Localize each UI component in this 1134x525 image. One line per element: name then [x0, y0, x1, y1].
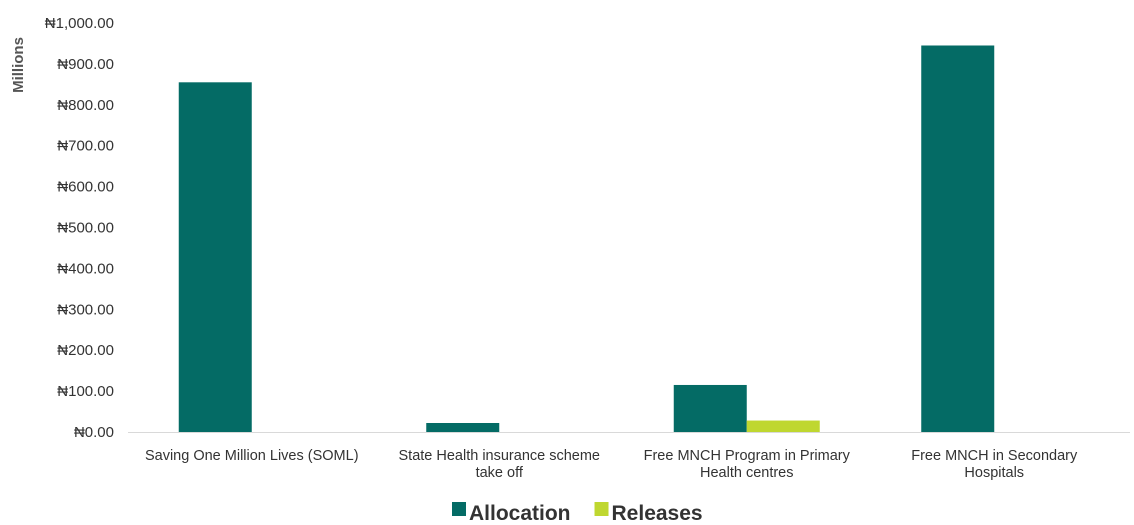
- bar-allocation: [673, 384, 747, 432]
- bar-releases: [746, 420, 820, 432]
- bar-allocation: [178, 82, 252, 433]
- y-tick-label: ₦200.00: [57, 342, 114, 359]
- x-category-label: Free MNCH in Secondary: [911, 448, 1078, 464]
- y-tick-label: ₦500.00: [57, 220, 114, 237]
- y-tick-label: ₦300.00: [57, 301, 114, 318]
- legend-label-allocation: Allocation: [469, 502, 571, 525]
- legend-swatch-releases: [594, 502, 609, 516]
- y-axis-title: Millions: [10, 37, 27, 93]
- y-tick-label: ₦900.00: [57, 56, 114, 73]
- y-tick-label: ₦0.00: [74, 424, 114, 441]
- bars: [178, 45, 995, 433]
- x-category-label: State Health insurance scheme: [399, 448, 601, 464]
- y-tick-label: ₦1,000.00: [45, 15, 114, 32]
- x-category-label: take off: [476, 465, 524, 481]
- y-tick-label: ₦100.00: [57, 383, 114, 400]
- x-category-label: Hospitals: [964, 465, 1024, 481]
- y-tick-label: ₦700.00: [57, 138, 114, 155]
- y-axis: ₦0.00 ₦100.00 ₦200.00 ₦300.00 ₦400.00 ₦500.00…: [45, 15, 114, 441]
- legend: Allocation Releases: [452, 502, 703, 525]
- x-axis-labels: Saving One Million Lives (SOML) State Hea…: [145, 448, 1078, 481]
- x-category-label: Health centres: [700, 465, 794, 481]
- y-tick-label: ₦800.00: [57, 97, 114, 114]
- x-category-label: Free MNCH Program in Primary: [644, 448, 851, 464]
- y-tick-label: ₦400.00: [57, 260, 114, 277]
- x-category-label: Saving One Million Lives (SOML): [145, 448, 359, 464]
- legend-swatch-allocation: [452, 502, 466, 516]
- y-tick-label: ₦600.00: [57, 179, 114, 196]
- legend-label-releases: Releases: [612, 502, 703, 525]
- bar-allocation: [426, 423, 500, 432]
- bar-allocation: [921, 45, 995, 433]
